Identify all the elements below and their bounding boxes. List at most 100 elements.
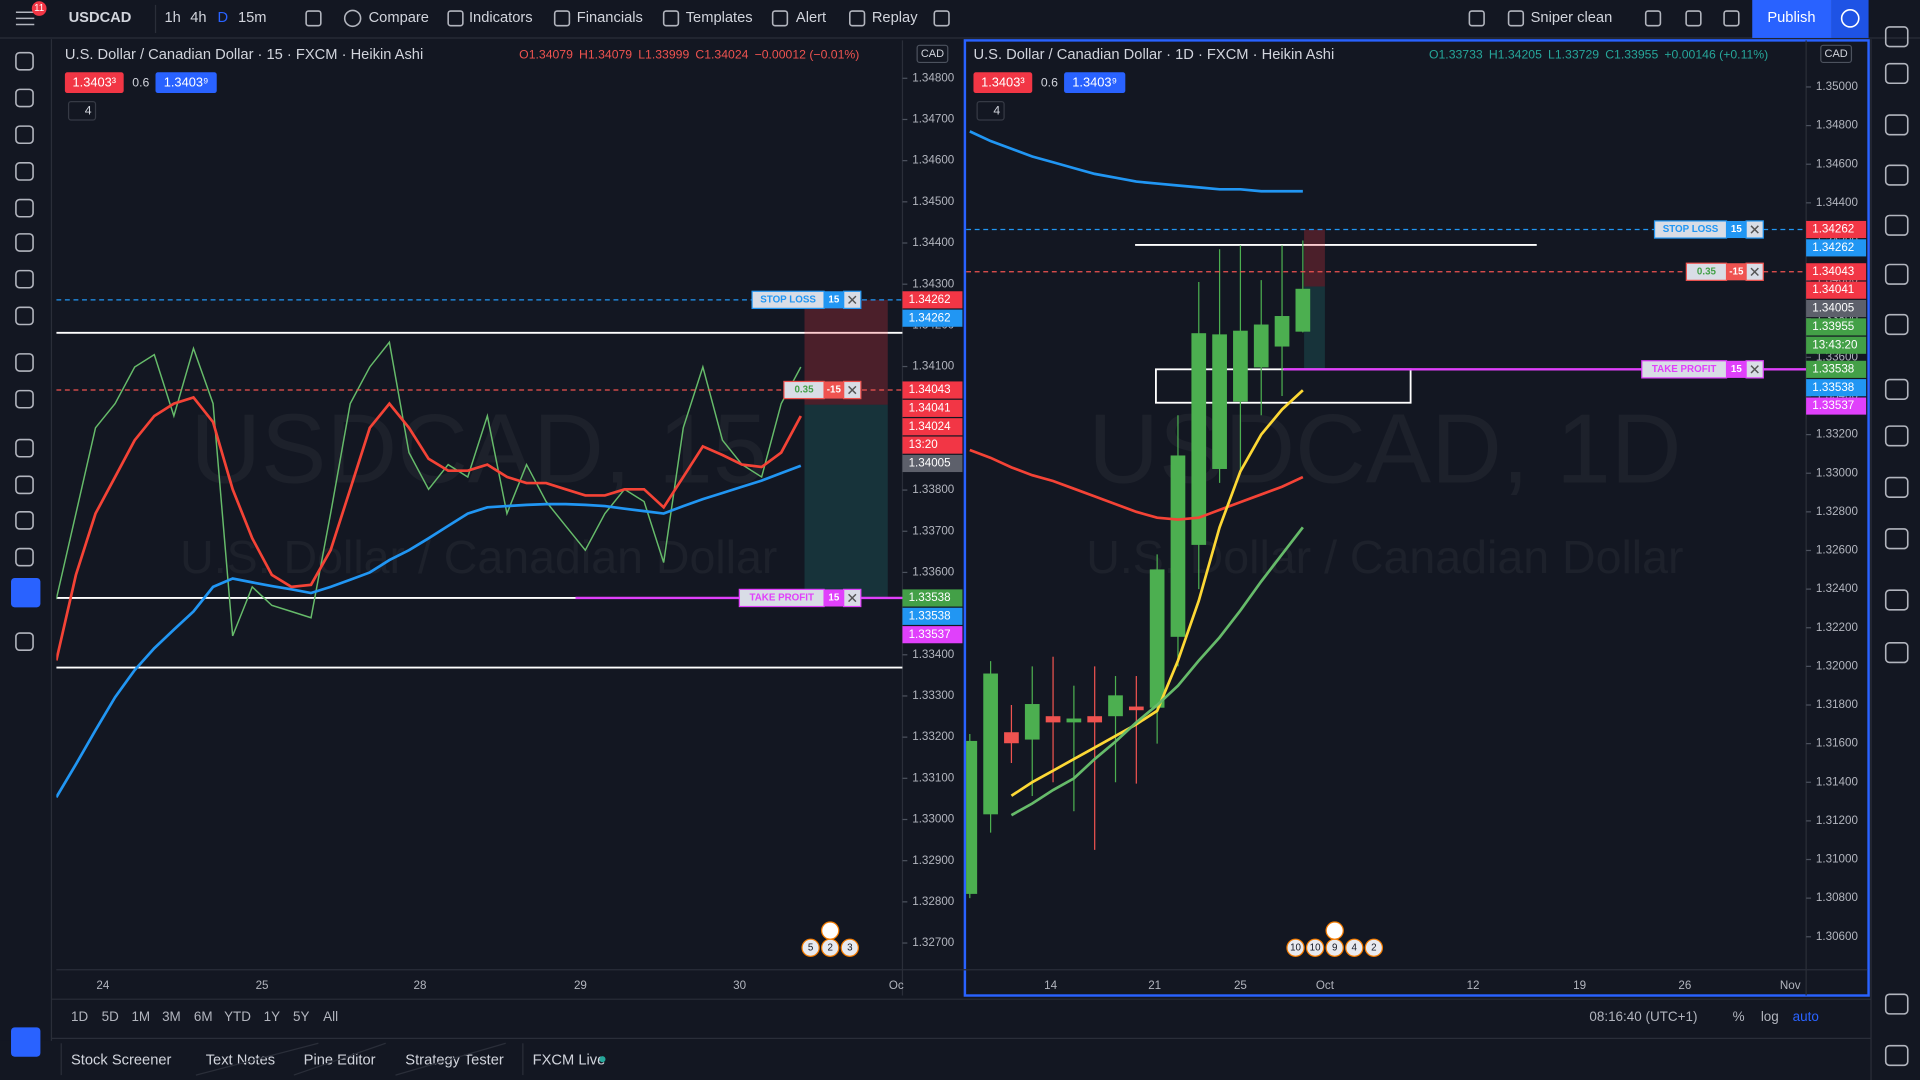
price-tag (902, 381, 963, 399)
tool-icon[interactable] (15, 547, 34, 567)
sell-button[interactable] (973, 72, 1033, 94)
sidebar-icon[interactable] (1884, 164, 1909, 186)
range-button[interactable]: All (323, 1009, 338, 1024)
toolbar-icon[interactable] (447, 10, 464, 27)
sidebar-icon[interactable] (1884, 642, 1909, 664)
percent-toggle[interactable]: % (1733, 1009, 1745, 1024)
indicator-line (56, 395, 803, 661)
sell-button[interactable] (64, 72, 124, 94)
sidebar-icon[interactable] (1884, 425, 1909, 447)
toolbar-icon[interactable] (771, 10, 789, 27)
toolbar-icon[interactable] (305, 10, 322, 27)
toolbar-icon[interactable] (662, 10, 680, 27)
price-tag (1806, 263, 1867, 281)
sidebar-icon[interactable] (1884, 114, 1909, 136)
studies-toggle[interactable] (67, 101, 97, 121)
tool-icon[interactable] (15, 306, 34, 326)
compare-button[interactable]: Compare (369, 10, 429, 26)
templates-button[interactable]: Templates (686, 10, 753, 26)
sidebar-icon[interactable] (1884, 214, 1909, 236)
sidebar-icon[interactable] (1884, 993, 1909, 1015)
range-button[interactable]: 1M (131, 1009, 150, 1024)
studies-toggle[interactable] (976, 101, 1005, 121)
range-button[interactable]: YTD (224, 1009, 251, 1024)
tool-icon[interactable] (15, 269, 34, 289)
bottom-tab[interactable]: Text Notes (206, 1052, 275, 1068)
publish-button-bg[interactable] (1752, 0, 1832, 38)
sidebar-icon[interactable] (1884, 589, 1909, 611)
sidebar-icon[interactable] (1884, 62, 1909, 85)
bottom-tab[interactable]: FXCM Live (533, 1052, 606, 1068)
alert-button[interactable]: Alert (796, 10, 826, 26)
range-button[interactable]: 5D (102, 1009, 119, 1024)
sidebar-icon[interactable] (1884, 378, 1909, 400)
range-button[interactable]: 5Y (293, 1009, 309, 1024)
toolbar-icon[interactable] (849, 10, 866, 27)
sidebar-icon[interactable] (1884, 313, 1909, 336)
interval-button[interactable]: 1h (164, 10, 180, 26)
tool-icon[interactable] (15, 389, 34, 409)
stop-zone (1304, 229, 1325, 287)
favorites-button[interactable] (11, 1027, 41, 1057)
publish-menu[interactable] (1831, 0, 1869, 38)
tool-icon[interactable] (15, 438, 34, 458)
tool-icon[interactable] (15, 353, 34, 372)
tool-icon[interactable] (15, 198, 34, 218)
interval-button[interactable]: D (218, 10, 229, 26)
symbol-search[interactable]: USDCAD (69, 10, 132, 26)
range-button[interactable]: 3M (162, 1009, 181, 1024)
buy-price: 1.3403⁹ (1072, 75, 1117, 90)
order-label-box[interactable] (1685, 262, 1728, 281)
order-label-box[interactable] (1653, 220, 1728, 239)
toolbar-icon[interactable] (553, 10, 571, 27)
toolbar-icon[interactable] (1468, 10, 1485, 27)
event-flag[interactable] (821, 921, 840, 940)
event-flag[interactable] (1325, 921, 1344, 940)
sidebar-icon[interactable] (1884, 26, 1909, 48)
event-marker[interactable] (1305, 938, 1325, 957)
tool-icon[interactable] (15, 88, 34, 108)
toolbar-icon[interactable] (933, 10, 950, 27)
toolbar-icon[interactable] (1685, 10, 1702, 27)
event-marker[interactable] (1364, 938, 1384, 957)
toolbar-icon[interactable] (1507, 10, 1525, 27)
event-marker[interactable] (801, 938, 820, 957)
range-button[interactable]: 6M (194, 1009, 213, 1024)
toolbar-icon[interactable] (1723, 10, 1740, 27)
financials-button[interactable]: Financials (577, 10, 643, 26)
replay-button[interactable]: Replay (872, 10, 918, 26)
event-marker[interactable] (840, 938, 859, 957)
bottom-tab[interactable]: Strategy Tester (405, 1052, 504, 1068)
log-toggle[interactable]: log (1761, 1009, 1779, 1024)
event-marker[interactable] (1345, 938, 1364, 957)
tool-icon-active[interactable] (11, 577, 41, 608)
tool-icon[interactable] (15, 233, 34, 252)
bottom-tab[interactable]: Stock Screener (71, 1052, 172, 1068)
range-button[interactable]: 1D (71, 1009, 88, 1024)
toolbar-icon[interactable] (1644, 10, 1662, 27)
tool-icon[interactable] (15, 475, 34, 495)
interval-button[interactable]: 15m (238, 10, 267, 26)
tool-icon[interactable] (15, 632, 34, 651)
tool-icon[interactable] (15, 162, 34, 181)
auto-toggle[interactable]: auto (1793, 1009, 1819, 1024)
price-tag (902, 291, 963, 309)
publish-button[interactable]: Publish (1767, 10, 1815, 26)
event-marker[interactable] (1286, 938, 1305, 957)
range-button[interactable]: 1Y (264, 1009, 280, 1024)
menu-button[interactable] (15, 11, 35, 26)
buy-button[interactable] (155, 72, 217, 94)
y-tick-label: 1.34500 (912, 195, 955, 208)
sidebar-icon[interactable] (1884, 528, 1909, 550)
interval-button[interactable]: 4h (190, 10, 206, 26)
sidebar-icon[interactable] (1884, 476, 1909, 498)
buy-button[interactable] (1064, 72, 1126, 94)
tool-icon[interactable] (15, 511, 34, 530)
bottom-tab[interactable]: Pine Editor (304, 1052, 376, 1068)
sidebar-icon[interactable] (1884, 263, 1909, 285)
tool-icon[interactable] (15, 125, 34, 145)
tool-icon[interactable] (15, 51, 34, 71)
sidebar-icon[interactable] (1884, 1044, 1909, 1067)
indicators-button[interactable]: Indicators (469, 10, 533, 26)
layout-name[interactable]: Sniper clean (1531, 10, 1613, 26)
